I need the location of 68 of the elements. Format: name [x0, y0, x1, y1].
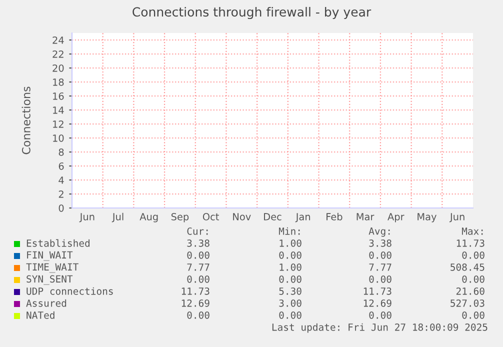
text: 0.00: [462, 275, 484, 283]
text: 527.03: [450, 299, 484, 307]
x-tick-label: Nov: [233, 213, 251, 220]
text: 508.45: [450, 263, 484, 271]
text: 0.00: [462, 251, 484, 259]
y-tick-label: 10: [53, 134, 64, 142]
x-tick-label: Aug: [140, 213, 158, 222]
x-tick-label: Sep: [171, 213, 189, 222]
legend-label: Assured: [26, 299, 66, 307]
legend-label: NATed: [26, 311, 54, 319]
text: 11.73: [456, 239, 484, 247]
text: Min:: [278, 227, 300, 235]
text: 7.77: [187, 264, 210, 271]
y-tick-label: 22: [52, 50, 64, 58]
x-tick-label: Dec: [264, 213, 282, 220]
y-tick-label: 14: [53, 106, 64, 114]
text: 0.00: [187, 275, 210, 283]
legend-label: Established: [26, 239, 90, 247]
legend-label: TIME_WAIT: [26, 263, 78, 273]
text: 3.38: [187, 239, 210, 247]
text: 0.00: [279, 275, 302, 283]
text: 0.00: [187, 311, 210, 319]
x-tick-label: Jul: [112, 212, 124, 222]
text: 1.00: [280, 263, 302, 271]
x-tick-label: Mar: [356, 213, 374, 220]
text: 0.00: [369, 251, 392, 259]
y-tick-label: 2: [58, 190, 64, 198]
y-tick-label: 8: [58, 148, 64, 156]
legend-label: FIN_WAIT: [27, 251, 73, 261]
text: Max:: [462, 228, 483, 235]
y-tick-label: 20: [52, 64, 64, 72]
text: Avg:: [368, 228, 390, 237]
x-tick-label: Jun: [79, 213, 94, 222]
y-tick-label: 0: [58, 204, 64, 212]
text: 0.00: [187, 251, 210, 259]
legend-label: UDP connections: [26, 287, 113, 295]
text: 5.30: [279, 287, 302, 295]
text: 0.00: [279, 311, 302, 319]
x-tick-label: Feb: [326, 212, 342, 220]
text: 11.73: [182, 287, 210, 295]
text: 3.38: [369, 239, 392, 247]
text: 0.00: [462, 311, 484, 319]
text: 12.69: [364, 299, 392, 307]
text: 11.73: [364, 287, 392, 295]
text: 0.00: [279, 251, 302, 259]
y-tick-label: 4: [58, 176, 64, 184]
chart-title: Connections through firewall - by year: [132, 6, 372, 20]
y-tick-label: 12: [53, 120, 64, 128]
x-tick-label: Jan: [295, 213, 310, 222]
text: Cur:: [187, 227, 208, 235]
y-tick-label: 24: [52, 36, 64, 44]
text: Last update: Fri Jun 27 18:00:09 2025: [272, 323, 488, 333]
text: 21.60: [456, 287, 484, 295]
x-tick-label: May: [418, 213, 436, 222]
y-axis-title: Connections: [22, 86, 30, 154]
text: 7.77: [369, 264, 392, 271]
legend-label: SYN_SENT: [26, 275, 73, 285]
y-tick-label: 16: [53, 92, 64, 100]
x-tick-label: Oct: [202, 213, 219, 220]
text: 0.00: [369, 275, 392, 283]
text: 1.00: [280, 239, 302, 247]
y-tick-label: 18: [53, 78, 64, 86]
y-tick-label: 6: [58, 162, 64, 170]
text: 0.00: [369, 311, 392, 319]
x-tick-label: Jun: [449, 213, 464, 222]
text: 3.00: [279, 299, 302, 307]
text: 12.69: [182, 299, 210, 307]
x-tick-label: Apr: [388, 213, 404, 222]
